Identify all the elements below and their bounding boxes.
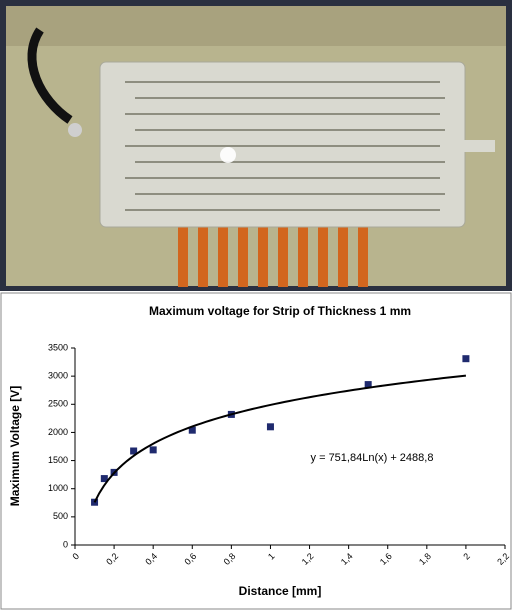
cable (27, 27, 73, 124)
connector (68, 123, 82, 137)
trendline-equation: y = 751,84Ln(x) + 2488,8 (311, 452, 434, 464)
y-axis-label: Maximum Voltage [V] (8, 386, 22, 506)
point (149, 446, 157, 454)
point (100, 475, 108, 483)
y-tick-label: 2000 (48, 427, 68, 437)
electrode-plate (99, 61, 466, 228)
y-tick-label: 1500 (48, 455, 68, 465)
x-tick-label: 2 (461, 551, 472, 562)
y-tick-label: 3500 (48, 342, 68, 352)
y-tick-label: 500 (53, 511, 68, 521)
copper-strips (178, 215, 368, 287)
x-tick-label: 0 (70, 551, 81, 562)
trendline (93, 374, 467, 503)
point (462, 355, 470, 363)
y-tick-label: 1000 (48, 483, 68, 493)
chart-frame (0, 292, 512, 610)
chart-title: Maximum voltage for Strip of Thickness 1… (149, 304, 411, 318)
x-axis-label: Distance [mm] (239, 584, 322, 598)
y-tick-label: 3000 (48, 371, 68, 381)
y-tick-label: 2500 (48, 399, 68, 409)
electrode-tab (460, 140, 495, 152)
point (130, 447, 138, 455)
photo (0, 0, 512, 291)
point (188, 426, 196, 434)
photo-shade (6, 6, 506, 46)
point (364, 381, 372, 389)
glare (220, 147, 236, 163)
x-tick-label: 1 (266, 551, 277, 562)
point (266, 423, 274, 431)
y-tick-label: 0 (63, 539, 68, 549)
electrode-slots (125, 81, 445, 211)
